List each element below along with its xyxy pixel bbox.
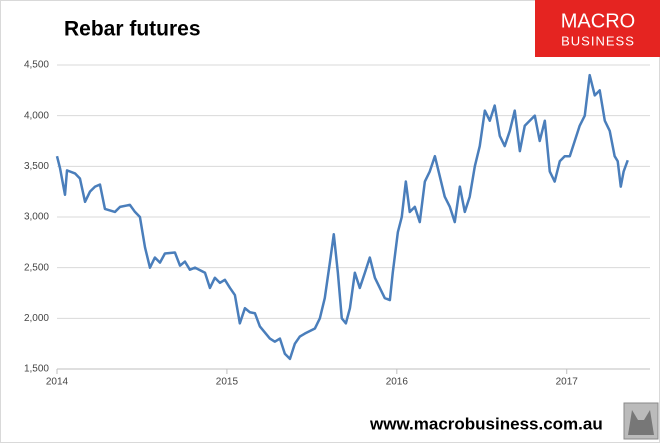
- y-tick-label: 4,000: [24, 110, 49, 121]
- x-tick-label: 2015: [216, 377, 239, 388]
- x-tick-label: 2016: [386, 377, 409, 388]
- y-tick-label: 4,500: [24, 60, 49, 71]
- y-tick-label: 2,500: [24, 262, 49, 273]
- y-tick-label: 3,000: [24, 212, 49, 223]
- logo-text: MACRO: [561, 10, 635, 32]
- y-tick-label: 1,500: [24, 364, 49, 375]
- wolf-icon-shape: [628, 410, 654, 435]
- logo-text: BUSINESS: [561, 33, 635, 48]
- logo-box: [535, 0, 660, 57]
- x-tick-label: 2017: [556, 377, 579, 388]
- footer-url: www.macrobusiness.com.au: [369, 414, 603, 433]
- price-line: [55, 73, 629, 361]
- y-tick-label: 2,000: [24, 313, 49, 324]
- chart-title: Rebar futures: [64, 18, 201, 41]
- y-tick-label: 3,500: [24, 161, 49, 172]
- x-tick-label: 2014: [46, 377, 69, 388]
